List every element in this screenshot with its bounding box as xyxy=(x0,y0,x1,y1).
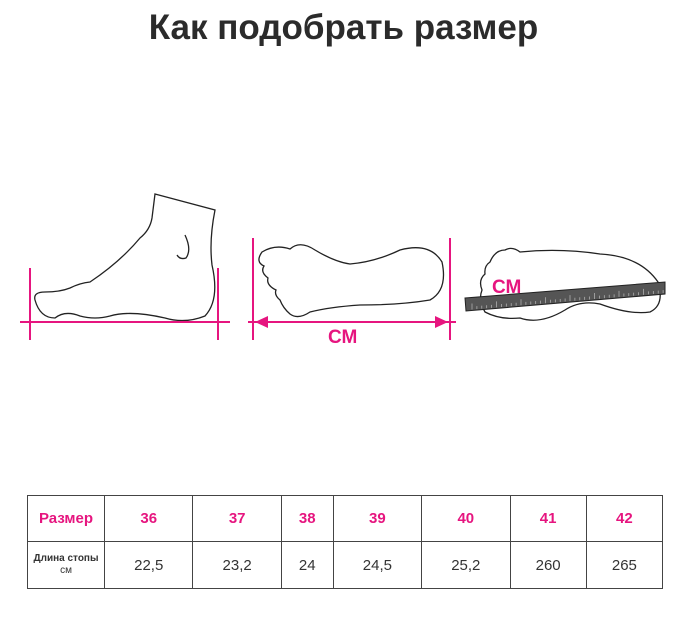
foot-top-view xyxy=(258,244,445,318)
length-markers-side xyxy=(20,268,230,340)
ruler xyxy=(464,281,666,312)
length-cell: 265 xyxy=(585,541,664,589)
length-cell: 260 xyxy=(509,541,587,589)
length-label-text: Длина стопы xyxy=(33,553,99,564)
size-cell: 41 xyxy=(509,495,587,542)
length-cell: 24 xyxy=(280,541,334,589)
size-cell: 38 xyxy=(280,495,334,542)
size-row-label: Размер xyxy=(27,495,105,542)
table-row-sizes: Размер 36 37 38 39 40 41 42 xyxy=(27,495,664,542)
size-cell: 36 xyxy=(103,495,194,542)
foot-side-view xyxy=(34,193,216,322)
foot-with-ruler xyxy=(479,247,661,321)
size-chart-table: Размер 36 37 38 39 40 41 42 Длина стопы с… xyxy=(27,495,664,589)
cm-label-ruler: СМ xyxy=(492,277,521,298)
size-cell: 42 xyxy=(585,495,664,542)
length-row-label: Длина стопы см xyxy=(27,541,105,589)
length-cell: 22,5 xyxy=(103,541,194,589)
length-unit-text: см xyxy=(60,565,72,576)
size-cell: 37 xyxy=(192,495,282,542)
length-cell: 23,2 xyxy=(192,541,282,589)
foot-measure-illustration: СМ СМ xyxy=(20,193,666,348)
length-cell: 24,5 xyxy=(332,541,423,589)
length-cell: 25,2 xyxy=(421,541,511,589)
length-arrow xyxy=(248,238,456,340)
cm-label-bottom: СМ xyxy=(328,327,357,348)
table-row-lengths: Длина стопы см 22,5 23,2 24 24,5 25,2 260… xyxy=(27,541,664,589)
page-title: Как подобрать размер xyxy=(148,8,539,47)
size-cell: 40 xyxy=(421,495,511,542)
size-cell: 39 xyxy=(332,495,423,542)
